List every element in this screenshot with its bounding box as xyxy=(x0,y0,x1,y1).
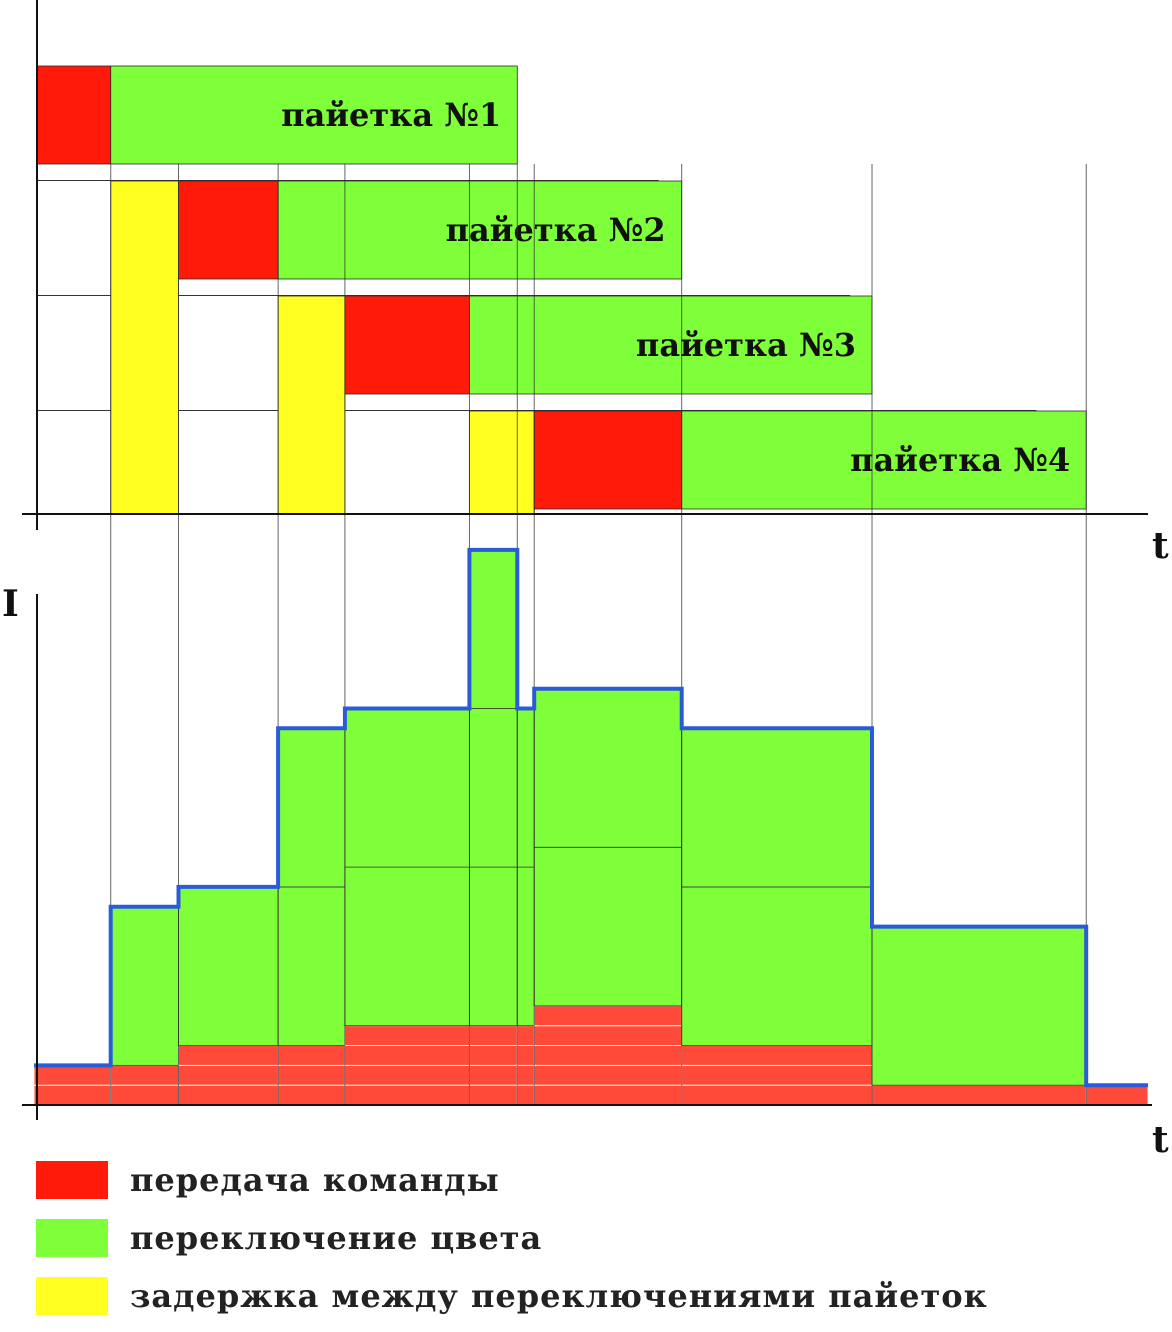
schedule-row-3-switch-segment-3 xyxy=(469,295,873,395)
current-segment-7-layer-5 xyxy=(516,866,535,1027)
legend-swatch-command xyxy=(36,1161,108,1199)
schedule-row-4-delay-segment-1 xyxy=(469,410,535,515)
legend-item-switch: переключение цвета xyxy=(36,1216,1156,1260)
legend-item-delay: задержка между переключениями пайеток xyxy=(36,1274,1156,1318)
bottom-time-axis-label: t xyxy=(1152,1119,1169,1161)
current-segment-8-layer-2 xyxy=(533,1064,683,1086)
current-segment-9-layer-3 xyxy=(681,1045,873,1066)
current-segment-3-layer-2 xyxy=(178,1064,279,1086)
current-segment-5-layer-5 xyxy=(344,866,470,1027)
current-segment-1-layer-2 xyxy=(33,1064,112,1086)
legend-item-command: передача команды xyxy=(36,1158,1156,1202)
legend-swatch-delay xyxy=(36,1277,108,1315)
current-segment-7-layer-2 xyxy=(516,1064,535,1086)
current-segment-8-layer-7 xyxy=(533,688,683,848)
schedule-row-2-label: пайетка №2 xyxy=(446,211,666,249)
current-segment-3-layer-1 xyxy=(178,1084,279,1106)
current-segment-8-layer-4 xyxy=(533,1025,683,1046)
current-segment-8-layer-5 xyxy=(533,1005,683,1027)
current-segment-5-layer-3 xyxy=(344,1045,470,1066)
current-segment-9-layer-4 xyxy=(681,886,873,1046)
current-segment-8-layer-6 xyxy=(533,846,683,1007)
legend-label-delay: задержка между переключениями пайеток xyxy=(130,1277,988,1315)
current-segment-7-layer-4 xyxy=(516,1025,535,1046)
schedule-row-1-label: пайетка №1 xyxy=(281,96,501,134)
schedule-row-1-switch-segment-2 xyxy=(110,65,518,165)
current-segment-3-layer-3 xyxy=(178,1045,279,1066)
current-segment-4-layer-5 xyxy=(277,727,346,888)
schedule-row-2-delay-segment-1 xyxy=(110,180,179,515)
legend-label-switch: переключение цвета xyxy=(130,1219,543,1257)
current-segment-4-layer-4 xyxy=(277,886,346,1046)
timing-diagram: пайетка №1 пайетка №2 пайетка №3 пайетка №4… xyxy=(2,0,1169,1161)
current-segment-5-layer-1 xyxy=(344,1084,470,1106)
schedule-row-3-delay-segment-1 xyxy=(277,295,346,515)
schedule-row-4-label: пайетка №4 xyxy=(850,441,1070,479)
schedule-row-3-command-segment-2 xyxy=(344,295,470,395)
current-stack xyxy=(33,549,1149,1106)
schedule-row-1-command-segment-1 xyxy=(36,65,112,165)
current-segment-6-layer-1 xyxy=(469,1084,518,1106)
current-segment-8-layer-1 xyxy=(533,1084,683,1106)
current-segment-6-layer-7 xyxy=(469,549,518,709)
current-segment-10-layer-1 xyxy=(871,1084,1087,1106)
current-segment-6-layer-6 xyxy=(469,708,518,868)
current-segment-6-layer-4 xyxy=(469,1025,518,1046)
current-segment-7-layer-3 xyxy=(516,1045,535,1066)
current-segment-5-layer-6 xyxy=(344,708,470,868)
current-segment-2-layer-1 xyxy=(110,1084,179,1106)
schedule-row-2-command-segment-2 xyxy=(178,180,279,280)
current-segment-8-layer-3 xyxy=(533,1045,683,1066)
current-segment-10-layer-2 xyxy=(871,926,1087,1086)
current-segment-4-layer-1 xyxy=(277,1084,346,1106)
current-segment-9-layer-1 xyxy=(681,1084,873,1106)
current-segment-9-layer-2 xyxy=(681,1064,873,1086)
current-segment-6-layer-2 xyxy=(469,1064,518,1086)
current-segment-2-layer-3 xyxy=(110,906,179,1066)
current-segment-6-layer-3 xyxy=(469,1045,518,1066)
top-time-axis-label: t xyxy=(1152,525,1169,567)
schedule-bars: пайетка №1 пайетка №2 пайетка №3 пайетка №4 xyxy=(36,65,1087,515)
current-segment-7-layer-1 xyxy=(516,1084,535,1106)
current-segment-7-layer-6 xyxy=(516,708,535,868)
current-segment-3-layer-4 xyxy=(178,886,279,1046)
schedule-row-4-switch-segment-3 xyxy=(681,410,1087,510)
current-segment-6-layer-5 xyxy=(469,866,518,1027)
current-segment-9-layer-5 xyxy=(681,727,873,888)
current-segment-4-layer-3 xyxy=(277,1045,346,1066)
current-envelope-line xyxy=(34,547,1148,1088)
current-segment-1-layer-1 xyxy=(33,1084,112,1106)
schedule-row-3-label: пайетка №3 xyxy=(636,326,856,364)
legend-label-command: передача команды xyxy=(130,1161,500,1199)
schedule-row-4-command-segment-2 xyxy=(533,410,683,510)
legend: передача команды переключение цвета заде… xyxy=(36,1158,1156,1332)
current-segment-2-layer-2 xyxy=(110,1064,179,1086)
current-segment-5-layer-4 xyxy=(344,1025,470,1046)
current-segment-4-layer-2 xyxy=(277,1064,346,1086)
current-segment-5-layer-2 xyxy=(344,1064,470,1086)
current-axis-label: I xyxy=(2,583,19,625)
current-segment-11-layer-1 xyxy=(1085,1084,1149,1106)
legend-swatch-switch xyxy=(36,1219,108,1257)
axes xyxy=(22,0,1152,1120)
